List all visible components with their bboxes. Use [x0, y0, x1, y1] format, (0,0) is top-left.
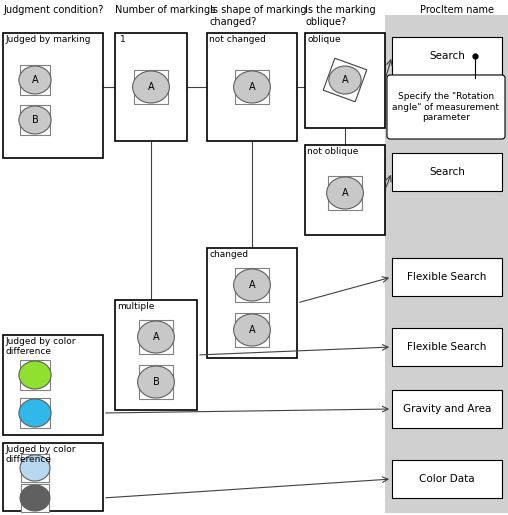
- Bar: [115, 33, 187, 141]
- Text: Is shape of marking
changed?: Is shape of marking changed?: [210, 5, 306, 27]
- Bar: [305, 145, 385, 235]
- Text: Flexible Search: Flexible Search: [407, 272, 487, 282]
- Ellipse shape: [234, 314, 270, 346]
- Bar: [392, 328, 502, 366]
- Text: Specify the "Rotation
angle" of measurement
parameter: Specify the "Rotation angle" of measurem…: [393, 92, 499, 122]
- Bar: [3, 335, 103, 435]
- Text: multiple: multiple: [117, 302, 154, 311]
- Ellipse shape: [133, 71, 169, 103]
- Text: Is the marking
oblique?: Is the marking oblique?: [305, 5, 375, 27]
- Text: A: A: [31, 75, 38, 85]
- Bar: [3, 33, 103, 158]
- Ellipse shape: [234, 71, 270, 103]
- Text: Judged by color
difference: Judged by color difference: [5, 445, 76, 465]
- Text: oblique: oblique: [307, 35, 341, 44]
- Text: Search: Search: [429, 167, 465, 177]
- Text: Judged by marking: Judged by marking: [5, 35, 90, 44]
- Bar: [20, 105, 50, 135]
- Ellipse shape: [329, 66, 361, 94]
- Text: B: B: [31, 115, 39, 125]
- Text: changed: changed: [209, 250, 248, 259]
- Bar: [305, 33, 385, 128]
- Ellipse shape: [20, 485, 50, 511]
- Bar: [392, 460, 502, 498]
- Text: A: A: [342, 188, 348, 198]
- Bar: [207, 33, 297, 141]
- Text: Judged by color
difference: Judged by color difference: [5, 337, 76, 356]
- Ellipse shape: [19, 106, 51, 134]
- Text: A: A: [249, 280, 256, 290]
- Ellipse shape: [20, 455, 50, 481]
- FancyBboxPatch shape: [387, 75, 505, 139]
- Text: Number of markings: Number of markings: [115, 5, 215, 15]
- Bar: [20, 360, 50, 390]
- Ellipse shape: [234, 269, 270, 301]
- Bar: [139, 365, 173, 399]
- Bar: [328, 176, 362, 210]
- Ellipse shape: [138, 321, 174, 353]
- Bar: [3, 443, 103, 511]
- Text: Search: Search: [429, 51, 465, 61]
- Ellipse shape: [19, 399, 51, 427]
- Bar: [207, 248, 297, 358]
- Text: Flexible Search: Flexible Search: [407, 342, 487, 352]
- Bar: [235, 313, 269, 347]
- Text: ProcItem name: ProcItem name: [420, 5, 494, 15]
- Text: Judgment condition?: Judgment condition?: [3, 5, 103, 15]
- Bar: [20, 65, 50, 95]
- Bar: [139, 320, 173, 354]
- Text: Color Data: Color Data: [419, 474, 475, 484]
- Bar: [134, 70, 168, 104]
- Ellipse shape: [327, 177, 363, 209]
- Text: A: A: [153, 332, 160, 342]
- Bar: [392, 258, 502, 296]
- Bar: [392, 37, 502, 75]
- Bar: [235, 70, 269, 104]
- Text: not changed: not changed: [209, 35, 266, 44]
- Bar: [20, 398, 50, 428]
- Bar: [115, 300, 197, 410]
- Ellipse shape: [138, 366, 174, 398]
- Text: B: B: [152, 377, 160, 387]
- Text: A: A: [342, 75, 348, 85]
- Text: A: A: [148, 82, 154, 92]
- Bar: [392, 390, 502, 428]
- Ellipse shape: [19, 361, 51, 389]
- Polygon shape: [323, 58, 367, 102]
- Text: A: A: [249, 325, 256, 335]
- Bar: [21, 454, 49, 482]
- Bar: [392, 153, 502, 191]
- Bar: [385, 15, 508, 513]
- Text: 1: 1: [120, 35, 126, 44]
- Bar: [21, 484, 49, 512]
- Ellipse shape: [19, 66, 51, 94]
- Text: A: A: [249, 82, 256, 92]
- Bar: [235, 268, 269, 302]
- Text: not oblique: not oblique: [307, 147, 358, 156]
- Text: Gravity and Area: Gravity and Area: [403, 404, 491, 414]
